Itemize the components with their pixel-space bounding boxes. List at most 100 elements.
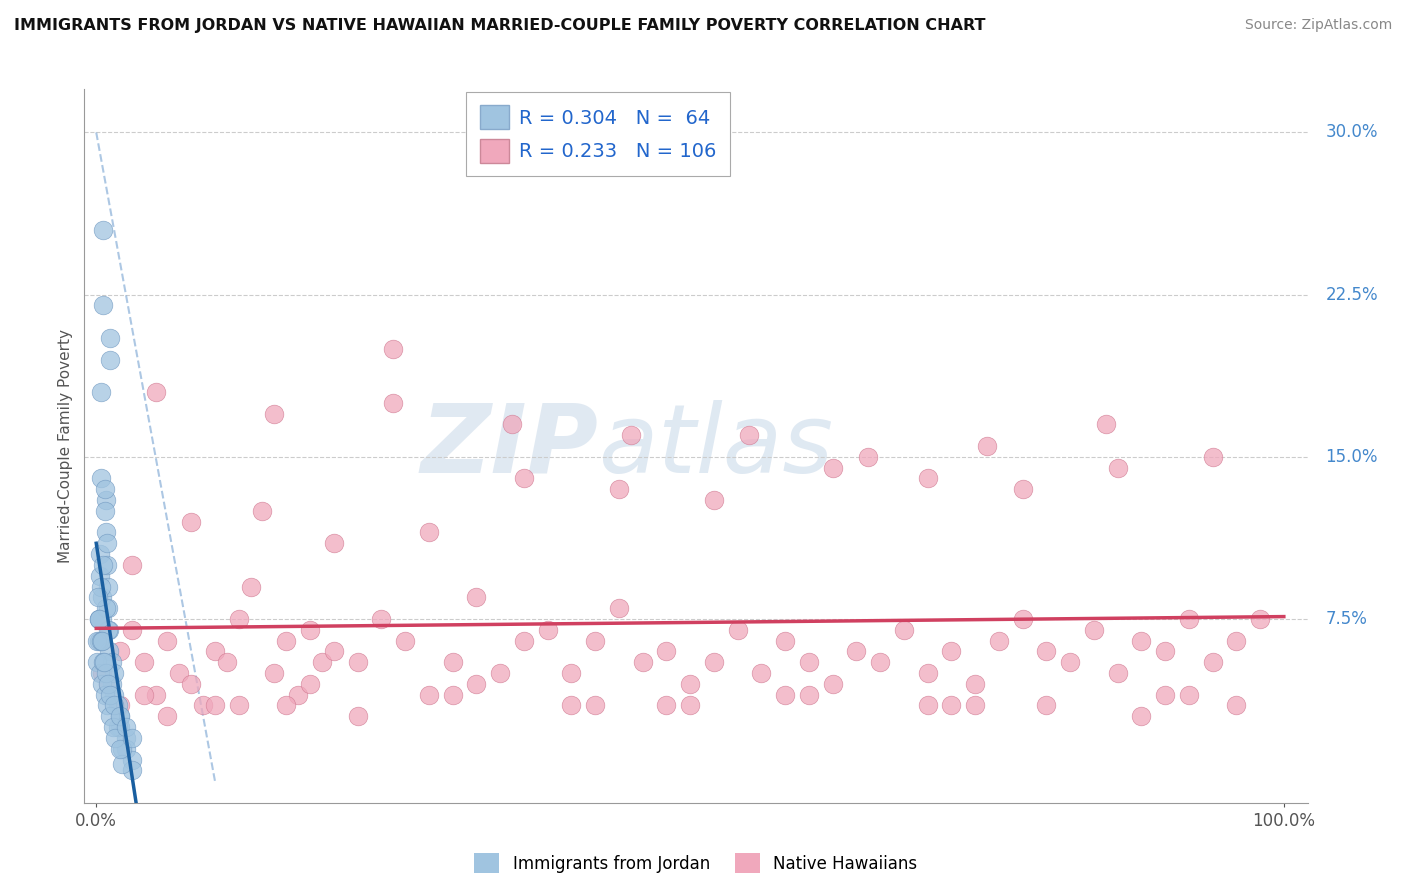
Text: Source: ZipAtlas.com: Source: ZipAtlas.com	[1244, 18, 1392, 32]
Point	[560, 698, 582, 713]
Point	[1011, 612, 1033, 626]
Point	[87, 591, 110, 605]
Point	[93, 504, 115, 518]
Point	[346, 655, 368, 669]
Point	[98, 623, 121, 637]
Point	[94, 493, 117, 508]
Point	[1011, 482, 1033, 496]
Point	[607, 601, 630, 615]
Point	[963, 677, 986, 691]
Text: atlas: atlas	[598, 400, 834, 492]
Point	[1035, 644, 1057, 658]
Point	[513, 633, 536, 648]
Point	[90, 633, 112, 648]
Point	[1035, 698, 1057, 713]
Point	[111, 756, 134, 771]
Point	[108, 709, 131, 723]
Point	[620, 428, 643, 442]
Point	[394, 633, 416, 648]
Text: ZIP: ZIP	[420, 400, 598, 492]
Point	[465, 591, 488, 605]
Point	[228, 612, 250, 626]
Point	[1094, 417, 1116, 432]
Point	[583, 698, 606, 713]
Point	[311, 655, 333, 669]
Point	[1130, 633, 1153, 648]
Point	[93, 655, 115, 669]
Point	[115, 720, 138, 734]
Point	[100, 688, 122, 702]
Point	[536, 623, 558, 637]
Point	[156, 633, 179, 648]
Point	[489, 666, 512, 681]
Point	[132, 688, 155, 702]
Point	[738, 428, 761, 442]
Point	[749, 666, 772, 681]
Point	[773, 688, 796, 702]
Point	[108, 698, 131, 713]
Point	[93, 558, 115, 572]
Point	[1178, 612, 1201, 626]
Point	[631, 655, 654, 669]
Point	[893, 623, 915, 637]
Point	[191, 698, 214, 713]
Point	[156, 709, 179, 723]
Point	[100, 331, 122, 345]
Point	[382, 396, 405, 410]
Point	[97, 677, 120, 691]
Point	[727, 623, 749, 637]
Point	[104, 731, 127, 745]
Point	[89, 547, 111, 561]
Point	[1154, 688, 1177, 702]
Point	[263, 407, 285, 421]
Point	[90, 580, 112, 594]
Point	[679, 698, 702, 713]
Point	[204, 644, 226, 658]
Point	[797, 655, 820, 669]
Point	[107, 698, 129, 713]
Point	[97, 677, 120, 691]
Point	[276, 633, 298, 648]
Point	[239, 580, 262, 594]
Point	[1130, 709, 1153, 723]
Point	[1225, 698, 1247, 713]
Point	[821, 677, 844, 691]
Point	[108, 720, 131, 734]
Point	[513, 471, 536, 485]
Point	[679, 677, 702, 691]
Point	[1178, 688, 1201, 702]
Point	[180, 677, 202, 691]
Point	[100, 677, 122, 691]
Point	[121, 623, 143, 637]
Point	[917, 666, 939, 681]
Point	[1225, 633, 1247, 648]
Point	[98, 644, 121, 658]
Point	[501, 417, 523, 432]
Point	[169, 666, 191, 681]
Point	[89, 568, 111, 582]
Point	[204, 698, 226, 713]
Point	[228, 698, 250, 713]
Point	[1107, 666, 1129, 681]
Point	[1107, 460, 1129, 475]
Point	[1201, 655, 1223, 669]
Point	[215, 655, 238, 669]
Point	[97, 601, 120, 615]
Point	[89, 666, 111, 681]
Point	[91, 612, 114, 626]
Point	[103, 698, 125, 713]
Point	[111, 741, 134, 756]
Point	[856, 450, 879, 464]
Point	[107, 720, 129, 734]
Point	[1154, 644, 1177, 658]
Point	[1201, 450, 1223, 464]
Point	[132, 655, 155, 669]
Point	[917, 471, 939, 485]
Point	[418, 525, 440, 540]
Point	[655, 698, 678, 713]
Point	[94, 666, 117, 681]
Y-axis label: Married-Couple Family Poverty: Married-Couple Family Poverty	[58, 329, 73, 563]
Point	[86, 633, 108, 648]
Point	[121, 731, 143, 745]
Point	[93, 655, 115, 669]
